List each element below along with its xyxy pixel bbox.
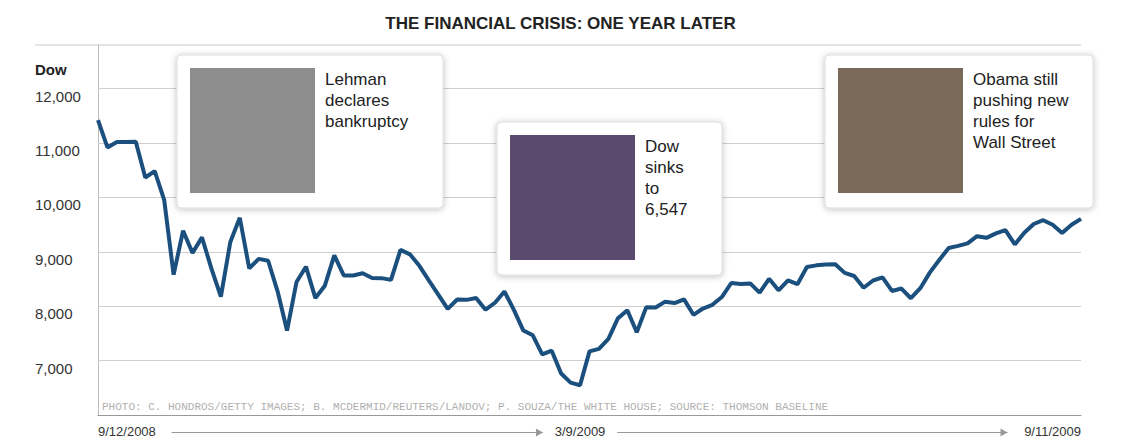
svg-text:bankruptcy: bankruptcy bbox=[325, 112, 409, 131]
svg-text:7,000: 7,000 bbox=[35, 360, 73, 377]
svg-text:rules for: rules for bbox=[973, 112, 1035, 131]
svg-text:sinks: sinks bbox=[645, 158, 684, 177]
svg-text:Obama still: Obama still bbox=[973, 70, 1058, 89]
svg-text:11,000: 11,000 bbox=[35, 142, 80, 159]
svg-text:9,000: 9,000 bbox=[35, 251, 73, 268]
svg-text:declares: declares bbox=[325, 91, 389, 110]
svg-text:THE FINANCIAL CRISIS: ONE YEAR: THE FINANCIAL CRISIS: ONE YEAR LATER bbox=[385, 14, 735, 33]
svg-text:3/9/2009: 3/9/2009 bbox=[555, 424, 606, 439]
svg-text:10,000: 10,000 bbox=[35, 196, 81, 213]
svg-text:pushing new: pushing new bbox=[973, 91, 1069, 110]
svg-text:8,000: 8,000 bbox=[35, 305, 73, 322]
svg-text:Dow: Dow bbox=[35, 61, 67, 78]
svg-text:PHOTO: C. HONDROS/GETTY IMAGES: PHOTO: C. HONDROS/GETTY IMAGES; B. MCDER… bbox=[102, 401, 829, 413]
svg-text:Dow: Dow bbox=[645, 137, 680, 156]
svg-text:12,000: 12,000 bbox=[35, 88, 81, 105]
svg-text:to: to bbox=[645, 179, 659, 198]
svg-text:9/11/2009: 9/11/2009 bbox=[1024, 424, 1081, 439]
svg-text:Lehman: Lehman bbox=[325, 70, 386, 89]
svg-text:9/12/2008: 9/12/2008 bbox=[98, 424, 156, 439]
svg-text:6,547: 6,547 bbox=[645, 200, 688, 219]
svg-text:Wall Street: Wall Street bbox=[973, 133, 1056, 152]
